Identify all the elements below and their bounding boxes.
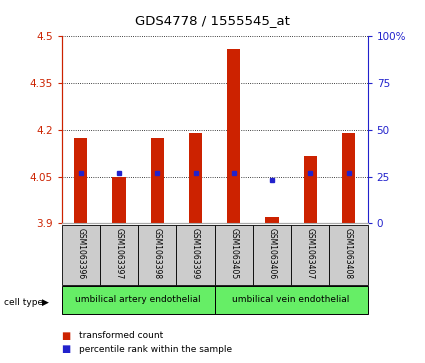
Text: ■: ■ — [62, 331, 71, 341]
Text: GSM1063397: GSM1063397 — [114, 228, 124, 280]
Text: ■: ■ — [62, 344, 71, 354]
Text: umbilical artery endothelial: umbilical artery endothelial — [75, 295, 201, 304]
Text: GSM1063396: GSM1063396 — [76, 228, 85, 280]
Bar — [329, 225, 368, 285]
Text: ▶: ▶ — [42, 298, 49, 306]
Bar — [342, 133, 355, 223]
Bar — [291, 225, 329, 285]
Text: GSM1063406: GSM1063406 — [267, 228, 277, 280]
Text: GDS4778 / 1555545_at: GDS4778 / 1555545_at — [135, 14, 290, 27]
Bar — [303, 156, 317, 223]
Text: GSM1063405: GSM1063405 — [229, 228, 238, 280]
Bar — [74, 138, 88, 223]
Text: cell type: cell type — [4, 298, 43, 306]
Text: transformed count: transformed count — [79, 331, 163, 340]
Bar — [138, 225, 176, 285]
Text: umbilical vein endothelial: umbilical vein endothelial — [232, 295, 350, 304]
Text: GSM1063408: GSM1063408 — [344, 228, 353, 280]
Text: GSM1063398: GSM1063398 — [153, 228, 162, 280]
Bar — [62, 286, 215, 314]
Bar — [62, 225, 100, 285]
Bar — [227, 49, 241, 223]
Bar — [265, 217, 279, 223]
Bar — [253, 225, 291, 285]
Bar — [215, 225, 253, 285]
Bar — [112, 176, 126, 223]
Bar — [100, 225, 138, 285]
Text: GSM1063399: GSM1063399 — [191, 228, 200, 280]
Text: percentile rank within the sample: percentile rank within the sample — [79, 345, 232, 354]
Text: GSM1063407: GSM1063407 — [306, 228, 315, 280]
Bar — [150, 138, 164, 223]
Bar — [176, 225, 215, 285]
Bar — [215, 286, 368, 314]
Bar — [189, 133, 202, 223]
